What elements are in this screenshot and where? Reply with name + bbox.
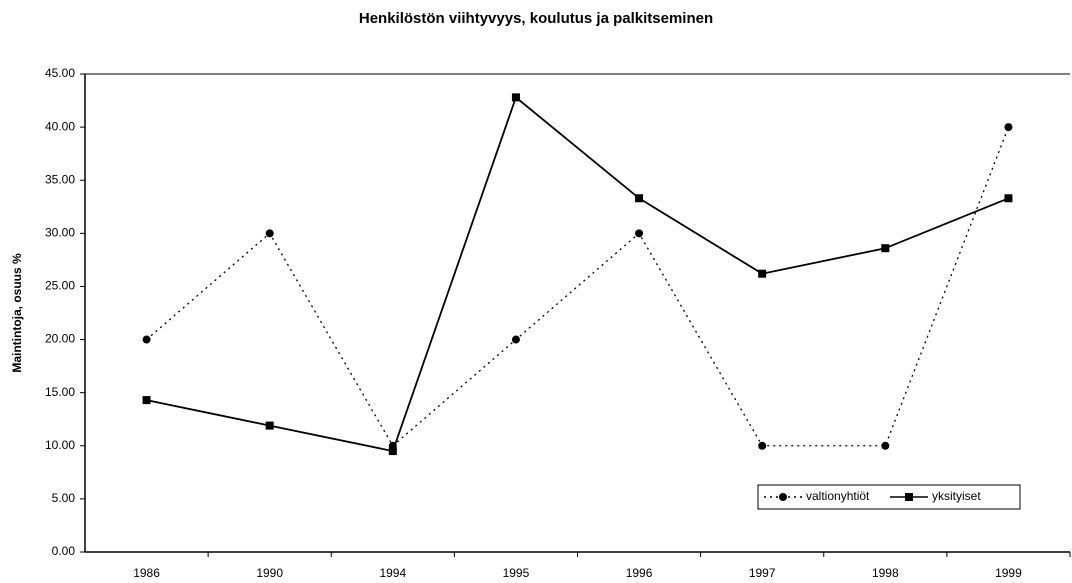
marker: [758, 441, 767, 450]
x-tick-label: 1994: [379, 566, 406, 580]
y-tick-label: 30.00: [45, 226, 75, 240]
y-tick-label: 0.00: [52, 544, 76, 558]
legend-box: [757, 484, 1021, 510]
y-tick-label: 15.00: [45, 385, 75, 399]
marker: [511, 335, 520, 344]
x-tick-label: 1990: [256, 566, 283, 580]
marker: [635, 194, 644, 203]
legend-marker: [779, 493, 787, 501]
legend-label: yksityiset: [932, 489, 981, 503]
marker: [511, 93, 520, 102]
y-tick-label: 40.00: [45, 119, 75, 133]
x-tick-label: 1996: [626, 566, 653, 580]
x-tick-label: 1997: [749, 566, 776, 580]
marker: [635, 229, 644, 238]
y-tick-label: 45.00: [45, 66, 75, 80]
marker: [142, 396, 151, 405]
chart-title: Henkilöstön viihtyvyys, koulutus ja palk…: [359, 10, 713, 27]
marker: [265, 421, 274, 430]
marker: [388, 447, 397, 456]
y-tick-label: 10.00: [45, 438, 75, 452]
y-tick-label: 25.00: [45, 279, 75, 293]
x-tick-label: 1995: [503, 566, 530, 580]
x-tick-label: 1998: [872, 566, 899, 580]
series-line: [146, 95, 1009, 453]
y-tick-label: 35.00: [45, 172, 75, 186]
marker: [265, 229, 274, 238]
series-line: [146, 126, 1010, 447]
y-tick-label: 5.00: [52, 491, 76, 505]
marker: [142, 335, 151, 344]
x-tick-label: 1986: [133, 566, 160, 580]
marker: [758, 269, 767, 278]
marker: [1004, 123, 1013, 132]
marker: [881, 244, 890, 253]
marker: [881, 441, 890, 450]
legend-label: valtionyhtiöt: [806, 489, 870, 503]
y-axis-label: Maintintoja, osuus %: [10, 253, 24, 373]
y-tick-label: 20.00: [45, 332, 75, 346]
marker: [1004, 194, 1013, 203]
x-tick-label: 1999: [995, 566, 1022, 580]
legend-marker: [905, 493, 913, 501]
